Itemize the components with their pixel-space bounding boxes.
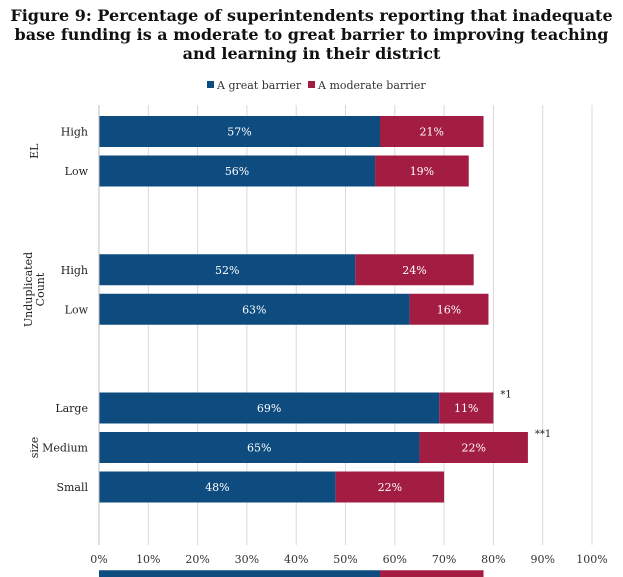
bar-great-barrier <box>99 432 420 463</box>
x-tick-label: 10% <box>136 553 160 566</box>
data-label-great: 56% <box>225 165 249 178</box>
x-tick-label: 100% <box>576 553 607 566</box>
group-label: size <box>28 437 41 458</box>
bar-moderate-barrier <box>375 155 469 187</box>
category-label: Low <box>65 303 89 316</box>
data-label-great: 52% <box>215 264 239 277</box>
data-label-moderate: 11% <box>454 402 478 415</box>
chart-title-line-2: base funding is a moderate to great barr… <box>14 25 609 44</box>
x-tick-label: 40% <box>284 553 308 566</box>
chart-title-line-1: Figure 9: Percentage of superintendents … <box>10 6 613 25</box>
bar-moderate-barrier <box>355 254 474 286</box>
bar-great-barrier <box>99 155 376 187</box>
bar-great-barrier <box>99 471 336 503</box>
data-label-moderate: 21% <box>420 126 444 139</box>
data-label-moderate: 24% <box>402 264 426 277</box>
x-tick-label: 0% <box>90 553 107 566</box>
group-label: EL <box>28 143 41 159</box>
category-label: Medium <box>42 442 88 455</box>
chart-title: Figure 9: Percentage of superintendents … <box>0 6 623 63</box>
bar-great-barrier <box>99 293 410 325</box>
x-tick-label: 90% <box>530 553 554 566</box>
x-tick-label: 60% <box>383 553 407 566</box>
data-label-moderate: 22% <box>461 442 485 455</box>
x-tick-label: 30% <box>235 553 259 566</box>
significance-note: **1 <box>535 429 551 440</box>
x-tick-label: 50% <box>333 553 357 566</box>
group-label: Count <box>34 272 47 306</box>
data-label-great: 57% <box>227 126 251 139</box>
bar-great-barrier <box>99 116 381 147</box>
legend-great-barrier-label: A great barrier <box>216 79 302 92</box>
legend-moderate-barrier-swatch <box>308 81 315 88</box>
data-label-great: 69% <box>257 402 281 415</box>
x-tick-label: 70% <box>432 553 456 566</box>
legend-moderate-barrier-label: A moderate barrier <box>317 79 426 92</box>
x-tick-label: 20% <box>185 553 209 566</box>
category-label: Large <box>55 402 88 415</box>
group-label: Unduplicated <box>22 252 35 327</box>
x-tick-label: 80% <box>481 553 505 566</box>
bar-moderate-barrier <box>409 293 489 325</box>
bar-moderate-barrier <box>380 570 484 577</box>
category-label: Low <box>65 165 89 178</box>
bar-moderate-barrier <box>439 392 494 424</box>
category-label: Small <box>56 481 88 494</box>
data-label-great: 48% <box>205 481 229 494</box>
chart-title-line-3: and learning in their district <box>182 44 441 63</box>
bar-moderate-barrier <box>335 471 445 503</box>
data-label-moderate: 19% <box>410 165 434 178</box>
significance-note: *1 <box>500 390 511 401</box>
bar-moderate-barrier <box>380 116 484 147</box>
legend-great-barrier-swatch <box>207 81 214 88</box>
bar-great-barrier <box>99 392 440 424</box>
bar-great-barrier <box>99 254 356 286</box>
bar-great-barrier <box>99 570 381 577</box>
bar-moderate-barrier <box>419 432 528 463</box>
category-label: High <box>61 264 88 277</box>
data-label-moderate: 16% <box>437 303 461 316</box>
data-label-great: 63% <box>242 303 266 316</box>
data-label-moderate: 22% <box>378 481 402 494</box>
category-label: High <box>61 126 88 139</box>
data-label-great: 65% <box>247 442 271 455</box>
